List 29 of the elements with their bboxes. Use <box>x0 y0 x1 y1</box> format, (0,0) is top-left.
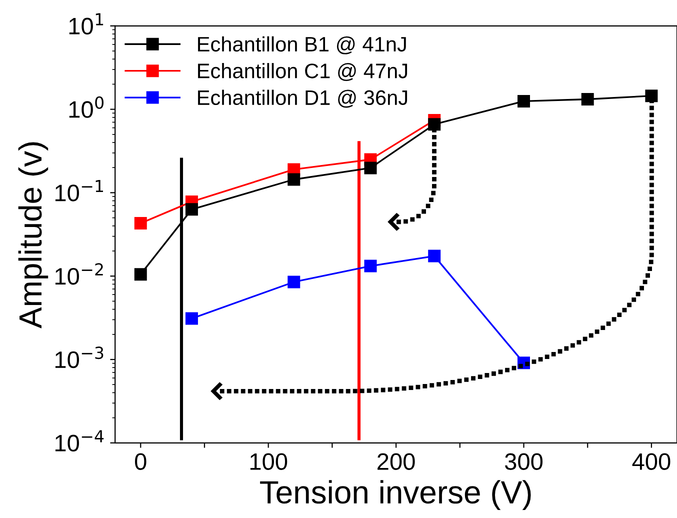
point <box>364 260 377 272</box>
point <box>428 118 441 131</box>
y-tick-label: 10$^{−2}$ <box>55 263 103 285</box>
legend-label: Echantillon B1 @ 41nJ <box>198 36 406 54</box>
point <box>185 203 198 216</box>
legend-label: Echantillon D1 @ 36nJ <box>198 90 408 108</box>
y-tick-label: 10$^{−3}$ <box>55 346 104 368</box>
point <box>185 312 198 325</box>
x-tick-label: 200 <box>378 453 415 470</box>
x-tick-label: 400 <box>632 453 670 470</box>
point <box>581 92 594 106</box>
y-tick-label: 10$^{1}$ <box>69 13 104 35</box>
y-tick-label: 10$^{−1}$ <box>55 180 103 202</box>
point <box>134 268 147 281</box>
point <box>645 90 658 102</box>
point <box>518 94 530 108</box>
legend-label: Echantillon C1 @ 47nJ <box>198 63 408 82</box>
x-tick-label: 300 <box>504 453 543 470</box>
point <box>364 162 377 174</box>
x-tick-label: 100 <box>250 453 288 470</box>
y-axis-title: Amplitude (v) <box>18 142 48 328</box>
point <box>288 276 300 288</box>
point <box>428 250 441 262</box>
x-tick-label: 0 <box>134 453 146 470</box>
y-tick-label: 10$^{0}$ <box>69 96 104 118</box>
y-tick-label: 10$^{−4}$ <box>55 430 104 452</box>
x-axis-title: Tension inverse (V) <box>260 480 531 510</box>
point <box>134 217 147 230</box>
point <box>288 173 300 186</box>
